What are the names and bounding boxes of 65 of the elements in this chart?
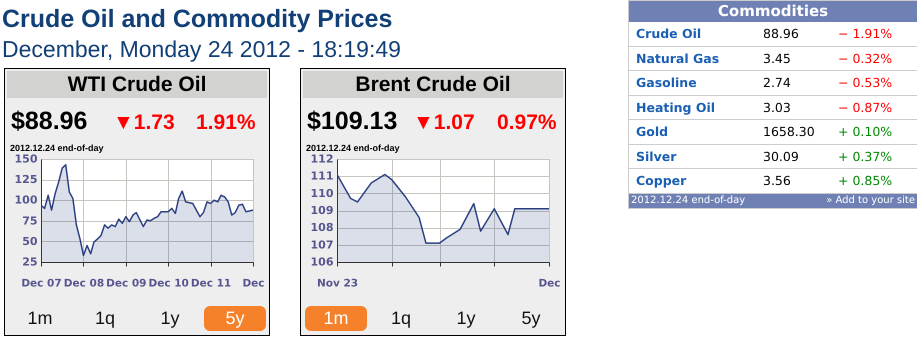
y-tick-label: 108 [310, 221, 334, 234]
text: − 0.87% [838, 98, 892, 116]
x-tick-label: Dec [538, 278, 561, 290]
text: ▼1.73 [113, 111, 175, 135]
text: 1m [26, 307, 54, 330]
x-tick-label: Dec 09 [106, 278, 146, 290]
text: − 0.32% [838, 50, 892, 68]
x-tick-label: Dec 10 [148, 278, 189, 290]
y-tick-label: 110 [310, 186, 334, 200]
x-tick-label: Dec [242, 278, 265, 290]
y-tick-label: 107 [310, 238, 334, 252]
text: Natural Gas [636, 50, 720, 68]
text: 2012.12.24 end-of-day [631, 194, 746, 208]
text: 88.96 [763, 25, 799, 43]
text: 1658.30 [763, 123, 815, 141]
text: Commodities [629, 1, 917, 22]
chart-title: WTI Crude Oil [7, 71, 267, 98]
text: Gold [636, 123, 668, 141]
text: + 0.10% [838, 123, 892, 141]
text: $88.96 [11, 107, 88, 136]
y-tick-label: 109 [310, 204, 334, 217]
text: 3.56 [763, 172, 791, 190]
text: − 1.91% [838, 25, 892, 43]
text: 2.74 [763, 74, 791, 92]
text: 5y [204, 306, 266, 331]
y-tick-label: 150 [14, 152, 38, 166]
text: 2012.12.24 end-of-day [306, 143, 400, 153]
text: 1.91% [196, 111, 256, 135]
text: 1q [94, 307, 116, 330]
text: + 0.37% [838, 148, 892, 166]
x-tick-label: Dec 07 [21, 278, 62, 290]
text: ▼1.07 [413, 111, 475, 135]
text: − 0.53% [838, 74, 892, 92]
text: December, Monday 24 2012 - 18:19:49 [2, 36, 401, 63]
chart-title: Brent Crude Oil [303, 71, 563, 98]
text: Silver [636, 148, 676, 166]
y-tick-label: 111 [310, 170, 334, 183]
text: » Add to your site [826, 194, 915, 208]
text: 1y [159, 307, 180, 330]
text: Gasoline [636, 74, 697, 92]
y-tick-label: 100 [14, 194, 38, 207]
x-tick-label: Dec 11 [190, 278, 232, 290]
x-tick-label: Dec 08 [64, 278, 104, 290]
text: 3.45 [763, 50, 791, 68]
text: $109.13 [307, 107, 398, 136]
y-tick-label: 112 [310, 152, 334, 166]
y-tick-label: 125 [14, 173, 38, 186]
y-tick-label: 50 [22, 234, 38, 248]
text: 1q [390, 307, 412, 330]
y-tick-label: 106 [310, 256, 334, 268]
y-tick-label: 25 [22, 256, 38, 268]
text: 3.03 [763, 98, 791, 116]
y-tick-label: 75 [22, 214, 38, 228]
text: 1y [455, 307, 476, 330]
text: Copper [636, 172, 686, 190]
text: + 0.85% [838, 172, 892, 190]
text: Heating Oil [636, 98, 716, 117]
text: 0.97% [497, 111, 557, 135]
x-tick-label: Nov 23 [316, 278, 358, 290]
text: 2012.12.24 end-of-day [10, 143, 104, 153]
text: 30.09 [763, 148, 799, 166]
text: Crude Oil and Commodity Prices [2, 5, 392, 34]
text: Crude Oil [636, 25, 702, 43]
text: 5y [520, 307, 542, 330]
text: 1m [305, 306, 367, 331]
